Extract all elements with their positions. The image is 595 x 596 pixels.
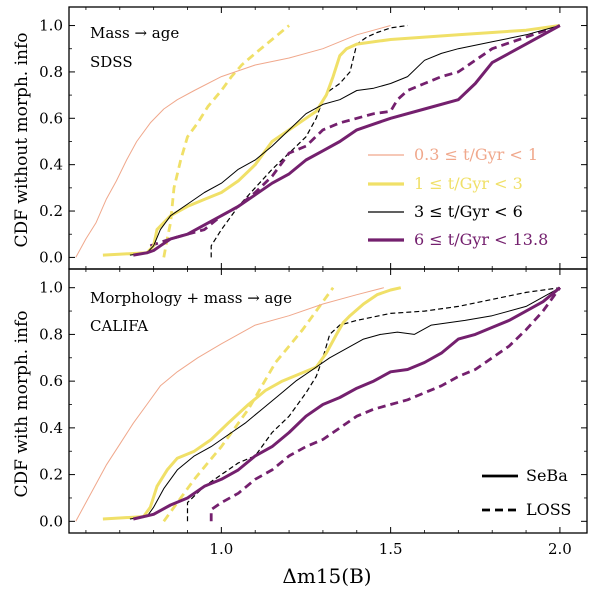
style-legend: SeBa LOSS	[482, 466, 571, 519]
series-bin2-seba	[102, 286, 402, 521]
series-bin4-seba	[133, 24, 561, 257]
bottom-panel: 0.0 0.2 0.4 0.6 0.8 1.0 Morphology + mass → a…	[12, 268, 588, 534]
series-bin3-seba	[129, 25, 561, 256]
bottom-panel-frame	[68, 268, 588, 534]
bottom-panel-annotation-1: Morphology + mass → age	[90, 289, 292, 307]
top-panel-annotation-2: SDSS	[90, 53, 133, 71]
y-tick-label: 0.0	[39, 248, 63, 266]
series-bin4-loss	[209, 286, 562, 522]
y-tick-label: 1.0	[39, 279, 63, 297]
y-tick-label: 0.4	[39, 419, 63, 437]
series-bin4-loss	[149, 24, 561, 248]
legend-label-bin3: 3 ≤ t/Gyr < 6	[414, 202, 523, 221]
legend-label-seba: SeBa	[526, 466, 568, 485]
x-tick-label: 1.5	[379, 540, 403, 558]
top-panel-ticks: 0.0 0.2 0.4 0.6 0.8 1.0	[39, 7, 587, 269]
top-panel-series	[75, 24, 561, 258]
legend-label-bin2: 1 ≤ t/Gyr < 3	[414, 174, 523, 193]
y-tick-label: 0.0	[39, 512, 63, 530]
series-bin3-loss	[186, 287, 560, 522]
y-tick-label: 0.6	[39, 372, 63, 390]
series-bin1-seba	[75, 287, 385, 522]
series-bin2-loss	[162, 286, 335, 523]
y-tick-label: 0.8	[39, 325, 63, 343]
x-tick-labels: 1.0 1.5 2.0	[209, 540, 571, 558]
bottom-panel-annotation-2: CALIFA	[90, 317, 148, 335]
top-panel-ylabel: CDF without morph. info	[12, 32, 32, 247]
y-tick-label: 0.2	[39, 202, 63, 220]
y-tick-label: 0.4	[39, 156, 63, 174]
series-bin1-seba	[75, 25, 391, 258]
bottom-panel-series	[75, 286, 562, 523]
series-bin3-seba	[129, 287, 561, 520]
series-bin3-loss	[210, 24, 408, 258]
age-legend: 0.3 ≤ t/Gyr < 1 1 ≤ t/Gyr < 3 3 ≤ t/Gyr …	[368, 145, 548, 249]
y-tick-label: 1.0	[39, 17, 63, 35]
y-tick-label: 0.2	[39, 466, 63, 484]
bottom-panel-ticks: 0.0 0.2 0.4 0.6 0.8 1.0	[39, 269, 587, 533]
y-tick-label: 0.6	[39, 109, 63, 127]
y-tick-label: 0.8	[39, 63, 63, 81]
bottom-panel-ylabel: CDF with morph. info	[12, 310, 32, 497]
x-tick-label: 1.0	[209, 540, 233, 558]
x-tick-label: 2.0	[548, 540, 572, 558]
legend-label-bin1: 0.3 ≤ t/Gyr < 1	[414, 145, 538, 164]
series-bin4-seba	[132, 286, 561, 521]
top-panel: 0.0 0.2 0.4 0.6 0.8 1.0 Mass → age SDSS CDF w…	[12, 6, 588, 270]
top-panel-annotation-1: Mass → age	[90, 24, 179, 42]
legend-label-bin4: 6 ≤ t/Gyr < 13.8	[414, 230, 548, 249]
legend-label-loss: LOSS	[526, 500, 571, 519]
x-axis-label: Δm15(B)	[282, 564, 371, 588]
